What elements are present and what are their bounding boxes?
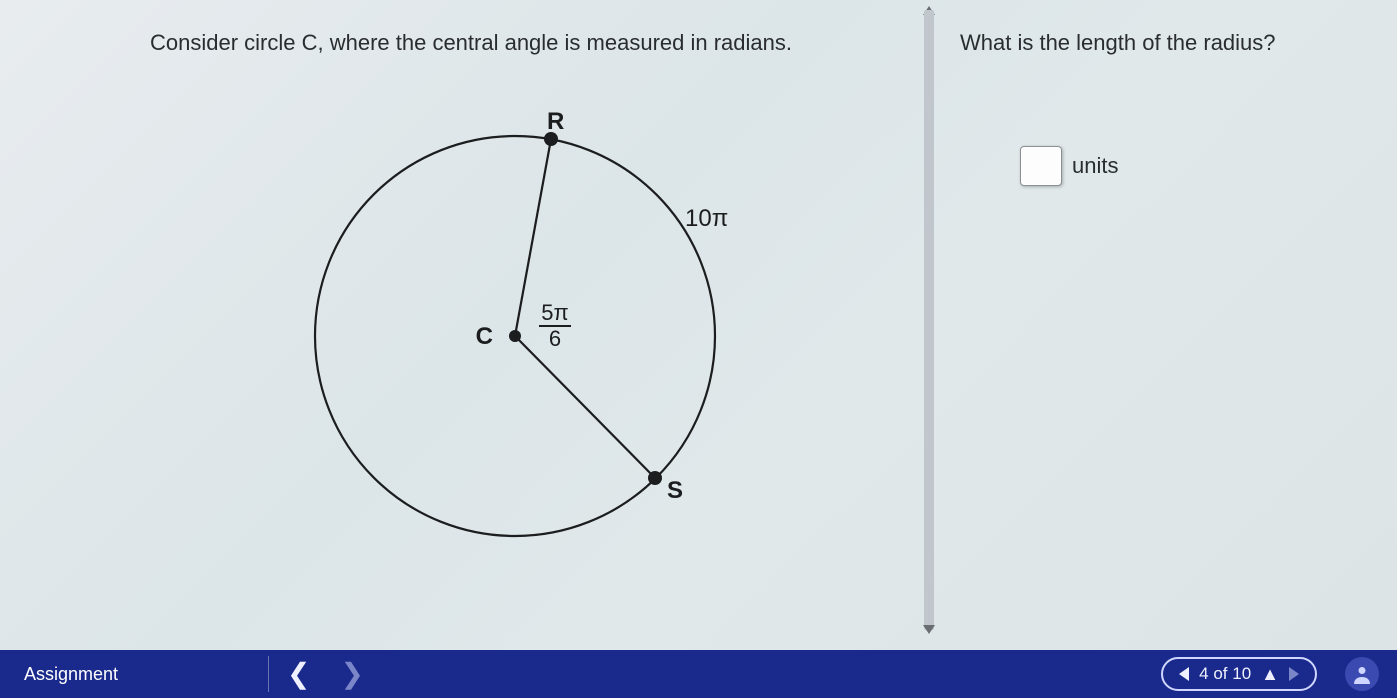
assignment-label: Assignment — [0, 664, 250, 685]
svg-text:S: S — [667, 477, 683, 504]
svg-text:5π: 5π — [541, 300, 568, 325]
progress-text: 4 of 10 — [1199, 664, 1251, 684]
progress-pill[interactable]: 4 of 10 ▲ — [1161, 657, 1317, 691]
pill-next-icon[interactable] — [1289, 667, 1299, 681]
svg-text:6: 6 — [549, 326, 561, 351]
vertical-scrollbar[interactable] — [920, 10, 938, 630]
pill-prev-icon[interactable] — [1179, 667, 1189, 681]
right-panel: What is the length of the radius? units — [920, 0, 1397, 650]
nav-separator — [268, 656, 269, 692]
left-panel: Consider circle C, where the central ang… — [0, 0, 920, 650]
question-text: What is the length of the radius? — [960, 30, 1357, 56]
radius-input[interactable] — [1020, 146, 1062, 186]
units-label: units — [1072, 153, 1118, 179]
nav-arrows: ❮ ❯ — [287, 660, 364, 688]
svg-text:R: R — [547, 108, 564, 135]
user-avatar[interactable] — [1345, 657, 1379, 691]
svg-text:10π: 10π — [685, 205, 728, 232]
next-question-button[interactable]: ❯ — [340, 660, 363, 688]
answer-row: units — [1020, 146, 1357, 186]
bottom-nav-bar: Assignment ❮ ❯ 4 of 10 ▲ — [0, 650, 1397, 698]
prev-question-button[interactable]: ❮ — [287, 660, 310, 688]
content-area: Consider circle C, where the central ang… — [0, 0, 1397, 650]
svg-text:C: C — [476, 323, 493, 350]
circle-diagram: C R S 10π 5π6 — [255, 76, 775, 596]
scroll-track[interactable] — [924, 10, 934, 630]
prompt-text: Consider circle C, where the central ang… — [150, 30, 880, 56]
pill-expand-icon[interactable]: ▲ — [1261, 665, 1279, 683]
scroll-down-icon[interactable] — [923, 625, 935, 634]
user-icon — [1352, 664, 1372, 684]
